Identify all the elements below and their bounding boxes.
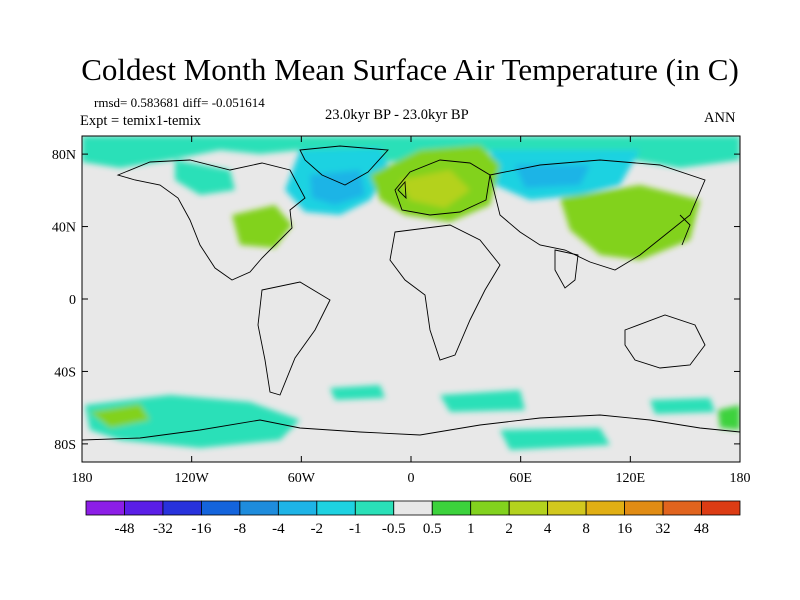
x-tick-label: 120W (175, 471, 210, 486)
chart-title: Coldest Month Mean Surface Air Temperatu… (81, 52, 739, 87)
colorbar-swatch (277, 500, 318, 516)
colorbar-label: 8 (582, 521, 590, 537)
coast-north-america (116, 159, 306, 281)
colorbar-swatch (624, 500, 664, 516)
colorbar-label: -1 (349, 521, 362, 537)
coastlines (82, 145, 740, 441)
colorbar: -48 -32 -16 -8 -4 -2 -1 -0.5 0.5 1 2 4 8 16 32 48 (85, 500, 741, 537)
anomaly-southern-ocean-2 (330, 385, 385, 400)
colorbar-swatch (431, 500, 472, 516)
colorbar-swatch (162, 500, 202, 516)
coast-uk (397, 180, 407, 200)
coast-india (554, 249, 579, 289)
colorbar-label: 48 (694, 521, 709, 537)
colorbar-label: -48 (114, 521, 134, 537)
anomaly-southern-ocean-6 (650, 398, 715, 414)
anomaly-europe-core (400, 170, 470, 208)
x-tick-label: 120E (616, 471, 646, 486)
coast-south-america (257, 281, 331, 396)
y-tick-label: 40S (54, 365, 76, 380)
colorbar-swatch (354, 500, 395, 516)
coast-europe (394, 159, 491, 216)
colorbar-label: 1 (467, 521, 475, 537)
colorbar-label: -4 (272, 521, 285, 537)
anomaly-southern-ocean-5 (718, 405, 740, 430)
x-tick-label: 180 (72, 471, 93, 486)
anomaly-southern-ocean-3 (440, 390, 525, 412)
coast-antarctica (82, 414, 740, 441)
coast-africa (389, 224, 501, 361)
colorbar-swatch (393, 500, 433, 516)
colorbar-label: 32 (656, 521, 671, 537)
colorbar-swatch (85, 500, 125, 516)
period-text: 23.0kyr BP - 23.0kyr BP (325, 107, 469, 123)
colorbar-label: -8 (234, 521, 247, 537)
anomaly-arctic (82, 136, 740, 168)
colorbar-label: 16 (617, 521, 633, 537)
colorbar-swatch (547, 500, 587, 516)
coast-australia (624, 314, 706, 369)
anomaly-north-atlantic-core (310, 170, 365, 205)
colorbar-label: 2 (505, 521, 513, 537)
anomaly-eastern-na (232, 205, 292, 248)
y-axis: 80N 40N 0 40S 80S (52, 148, 740, 453)
colorbar-label: -2 (311, 521, 324, 537)
colorbar-label: -32 (153, 521, 173, 537)
y-tick-label: 40N (52, 221, 76, 236)
coast-asia (489, 159, 706, 271)
y-tick-label: 0 (69, 293, 76, 308)
anomaly-western-na (175, 160, 235, 195)
anomaly-east-asia (560, 185, 700, 260)
colorbar-label: -0.5 (382, 521, 406, 537)
y-tick-label: 80S (54, 438, 76, 453)
season-text: ANN (704, 110, 736, 126)
colorbar-swatch (239, 500, 279, 516)
x-tick-label: 60W (288, 471, 316, 486)
colorbar-label: -16 (191, 521, 211, 537)
anomaly-southern-ocean-4 (500, 428, 610, 450)
colorbar-swatch (201, 500, 241, 516)
y-tick-label: 80N (52, 148, 76, 163)
coast-greenland (299, 145, 389, 186)
x-axis: 180 120W 60W 0 60E 120E 180 (72, 136, 751, 486)
x-tick-label: 0 (408, 471, 415, 486)
coast-japan (679, 214, 691, 246)
colorbar-label: 0.5 (423, 521, 442, 537)
colorbar-swatch (316, 500, 356, 516)
stats-text: rmsd= 0.583681 diff= -0.051614 (94, 95, 265, 110)
x-tick-label: 60E (509, 471, 532, 486)
colorbar-swatch (124, 500, 164, 516)
anomaly-siberia-core (515, 165, 590, 188)
colorbar-swatch (508, 500, 549, 516)
colorbar-swatch (701, 500, 741, 516)
colorbar-swatch (470, 500, 510, 516)
colorbar-swatch (585, 500, 625, 516)
experiment-text: Expt = temix1-temix (80, 113, 201, 129)
x-tick-label: 180 (730, 471, 751, 486)
anomaly-southern-ocean-core (90, 404, 150, 428)
colorbar-label: 4 (544, 521, 552, 537)
colorbar-swatch (662, 500, 702, 516)
